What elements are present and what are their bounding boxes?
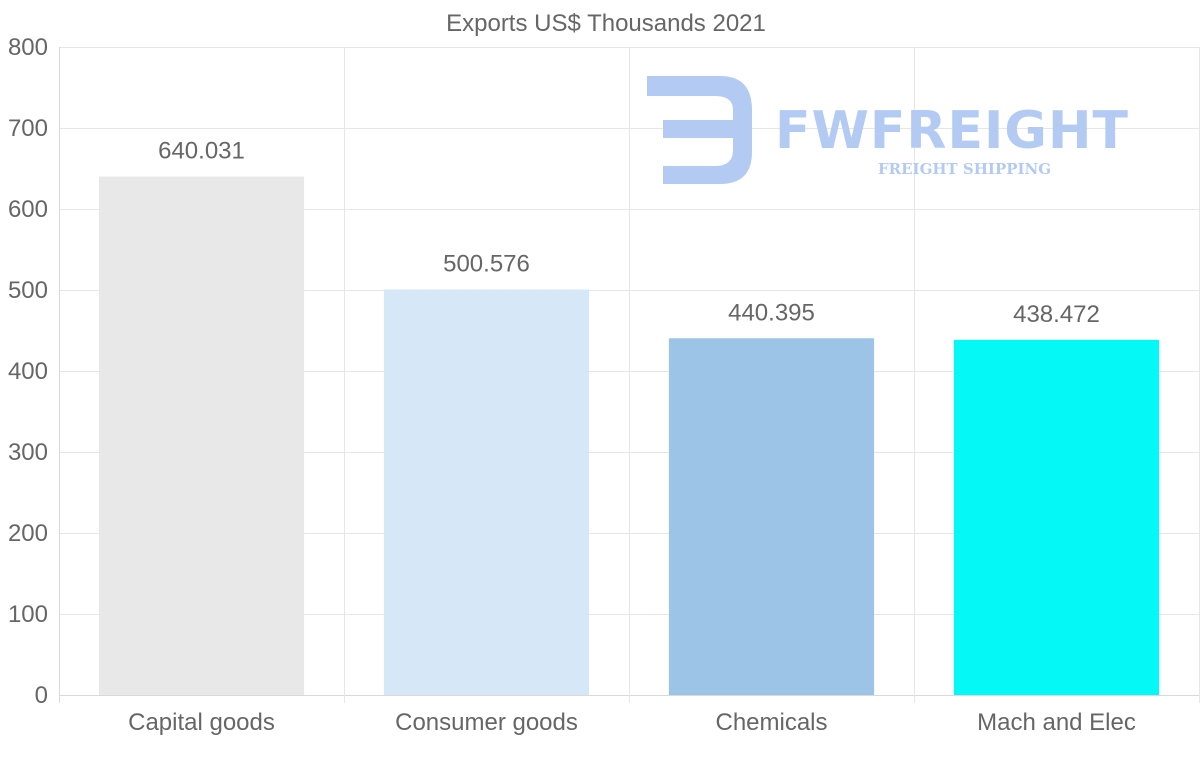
bar-chemicals (668, 338, 875, 695)
y-tick-label: 700 (8, 115, 48, 142)
y-tick-label: 200 (8, 520, 48, 547)
y-tick-label: 400 (8, 358, 48, 385)
data-label: 438.472 (1013, 301, 1100, 328)
bars (98, 176, 1160, 695)
watermark: FWFREIGHT FREIGHT SHIPPING (647, 76, 1129, 184)
x-tick-label: Consumer goods (395, 709, 578, 736)
y-axis-ticks: 0 100 200 300 400 500 600 700 800 (8, 34, 48, 709)
data-label: 640.031 (158, 138, 245, 165)
fwfreight-logo-icon (647, 76, 752, 184)
y-tick-label: 600 (8, 196, 48, 223)
y-tick-label: 500 (8, 277, 48, 304)
x-tick-label: Capital goods (128, 709, 275, 736)
y-tick-label: 0 (35, 682, 48, 709)
chart-title: Exports US$ Thousands 2021 (446, 10, 766, 37)
data-label: 440.395 (728, 299, 815, 326)
x-axis-ticks: Capital goods Consumer goods Chemicals Mach… (128, 709, 1136, 736)
watermark-tagline: FREIGHT SHIPPING (878, 160, 1051, 178)
x-tick-label: Mach and Elec (977, 709, 1136, 736)
bar-capital-goods (98, 176, 305, 695)
y-tick-label: 300 (8, 439, 48, 466)
watermark-brand: FWFREIGHT (775, 101, 1129, 161)
y-tick-label: 100 (8, 601, 48, 628)
x-tick-label: Chemicals (715, 709, 827, 736)
data-label: 500.576 (443, 251, 530, 278)
bar-consumer-goods (383, 289, 590, 695)
value-labels: 640.031 500.576 440.395 438.472 (158, 138, 1100, 328)
y-tick-label: 800 (8, 34, 48, 61)
bar-mach-and-elec (953, 339, 1160, 695)
